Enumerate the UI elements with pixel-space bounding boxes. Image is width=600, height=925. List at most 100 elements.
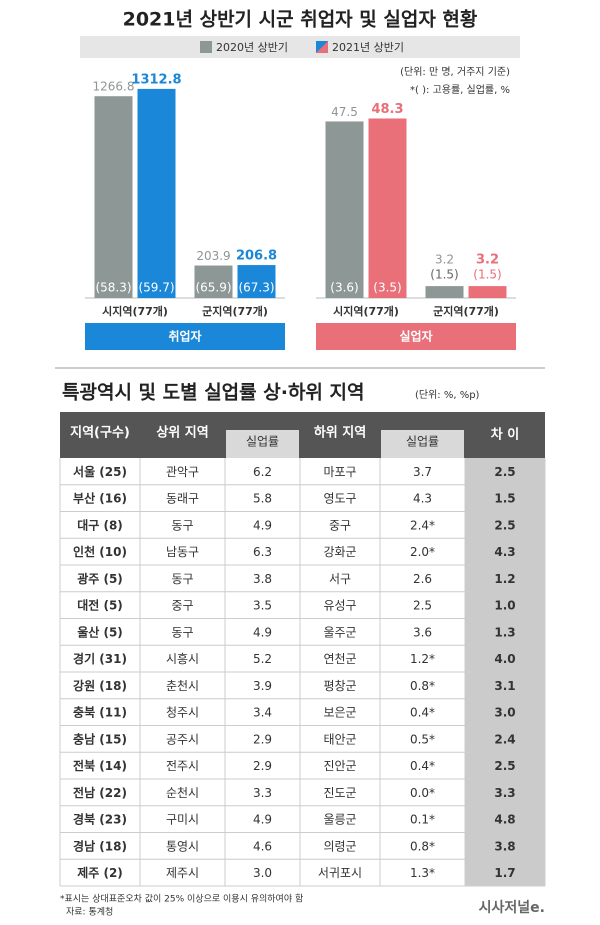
- rate-label: (67.3): [238, 281, 274, 295]
- table-cell: 중구: [329, 518, 351, 532]
- table-cell: 충남 (15): [73, 731, 127, 746]
- table-cell: 공주시: [166, 732, 199, 746]
- table-cell: 0.4*: [410, 706, 435, 720]
- value-label: 3.2: [476, 253, 499, 268]
- group-label: 실업자: [399, 329, 432, 344]
- table-cell: 동래구: [166, 492, 199, 506]
- table-cell: 3.0: [494, 706, 515, 720]
- table-cell: 3.1: [494, 679, 515, 693]
- table-cell: 1.3*: [410, 866, 435, 880]
- rate-label: (58.3): [95, 281, 131, 295]
- table-cell: 6.3: [253, 545, 272, 559]
- value-label: 203.9: [196, 249, 230, 263]
- table-cell: 동구: [171, 625, 193, 639]
- table-header: 상위 지역: [156, 425, 208, 441]
- table-cell: 4.6: [253, 839, 272, 853]
- bar: [194, 265, 233, 298]
- unit-note: (단위: 만 명, 거주지 기준): [400, 65, 510, 78]
- title: 2021년 상반기 시군 취업자 및 실업자 현황: [123, 8, 478, 31]
- table-cell: 4.3: [494, 545, 515, 559]
- table-cell: 3.4: [253, 706, 272, 720]
- table-header-bg: [60, 412, 545, 458]
- table-cell: 3.3: [494, 786, 515, 800]
- table-cell: 동구: [171, 518, 193, 532]
- legend-label: 2021년 상반기: [332, 41, 404, 54]
- subheader-bg: [226, 430, 299, 458]
- table-cell: 3.8: [253, 572, 272, 586]
- table-title: 특광역시 및 도별 실업률 상·하위 지역: [62, 382, 365, 404]
- value-label: 206.8: [236, 249, 277, 264]
- rate-label: (65.9): [195, 281, 231, 295]
- rate-label: (1.5): [473, 268, 501, 282]
- table-cell: 광주 (5): [77, 571, 123, 586]
- table-cell: 3.9: [253, 679, 272, 693]
- table-cell: 2.9: [253, 759, 272, 773]
- table-cell: 2.4: [494, 732, 515, 746]
- table-cell: 0.5*: [410, 732, 435, 746]
- table-cell: 동구: [171, 572, 193, 586]
- table-cell: 0.0*: [410, 786, 435, 800]
- table-cell: 경남 (18): [73, 838, 127, 853]
- table-cell: 0.8*: [410, 679, 435, 693]
- table-cell: 2.6: [413, 572, 432, 586]
- table-cell: 유성구: [323, 599, 356, 613]
- table-cell: 충북 (11): [73, 705, 127, 720]
- table-cell: 4.9: [253, 813, 272, 827]
- value-label: 1312.8: [131, 72, 181, 87]
- table-cell: 부산 (16): [73, 491, 127, 506]
- table-cell: 전남 (22): [73, 785, 127, 800]
- value-label: 48.3: [371, 102, 403, 117]
- group-band: [85, 323, 285, 350]
- table-cell: 강화군: [323, 545, 356, 559]
- bar: [94, 96, 133, 298]
- table-header: 실업률: [246, 435, 279, 449]
- table-cell: 1.3: [494, 625, 515, 639]
- table-cell: 서구: [329, 572, 351, 586]
- table-cell: 태안군: [323, 732, 356, 746]
- table-cell: 4.3: [413, 492, 432, 506]
- category-label: 시지역(77개): [333, 304, 399, 318]
- table-cell: 3.0: [253, 866, 272, 880]
- rate-label: (3.6): [330, 281, 358, 295]
- table-cell: 서귀포시: [318, 866, 362, 880]
- table-cell: 청주시: [166, 706, 199, 720]
- rate-label: (3.5): [373, 281, 401, 295]
- table-cell: 2.0*: [410, 545, 435, 559]
- table-cell: 제주시: [166, 866, 199, 880]
- table-cell: 제주 (2): [77, 866, 123, 880]
- table-header: 차 이: [491, 427, 519, 443]
- table-cell: 영도구: [323, 492, 356, 506]
- table-cell: 춘천시: [166, 678, 199, 693]
- table-cell: 울릉군: [323, 813, 356, 827]
- table-cell: 3.5: [253, 599, 272, 613]
- bar: [237, 265, 276, 298]
- category-label: 군지역(77개): [433, 304, 499, 318]
- table-cell: 2.4*: [410, 518, 435, 532]
- table-cell: 서울 (25): [73, 464, 127, 479]
- table-cell: 3.7: [413, 465, 432, 479]
- table-cell: 2.5: [494, 465, 515, 479]
- table-cell: 인천 (10): [73, 544, 127, 559]
- table-header: 하위 지역: [314, 425, 366, 441]
- table-cell: 5.2: [253, 652, 272, 666]
- bar: [137, 88, 176, 299]
- legend-swatch: [200, 41, 212, 53]
- table-cell: 1.2*: [410, 652, 435, 666]
- table-cell: 0.4*: [410, 759, 435, 773]
- legend-swatch: [316, 41, 328, 53]
- table-cell: 구미시: [166, 813, 199, 827]
- table-cell: 대구 (8): [77, 518, 123, 532]
- group-label: 취업자: [168, 329, 201, 344]
- table-unit: (단위: %, %p): [415, 388, 480, 401]
- table-cell: 강원 (18): [73, 679, 127, 693]
- value-label: 47.5: [331, 105, 358, 119]
- table-cell: 5.8: [253, 492, 272, 506]
- table-cell: 관악구: [166, 465, 199, 479]
- logo: 시사저널e.: [479, 900, 545, 916]
- table-cell: 1.0: [494, 599, 515, 613]
- group-band: [316, 323, 516, 350]
- table-cell: 의령군: [323, 839, 356, 853]
- table-cell: 전북 (14): [73, 758, 127, 773]
- table-cell: 4.9: [253, 518, 272, 532]
- table-cell: 2.5: [494, 518, 515, 532]
